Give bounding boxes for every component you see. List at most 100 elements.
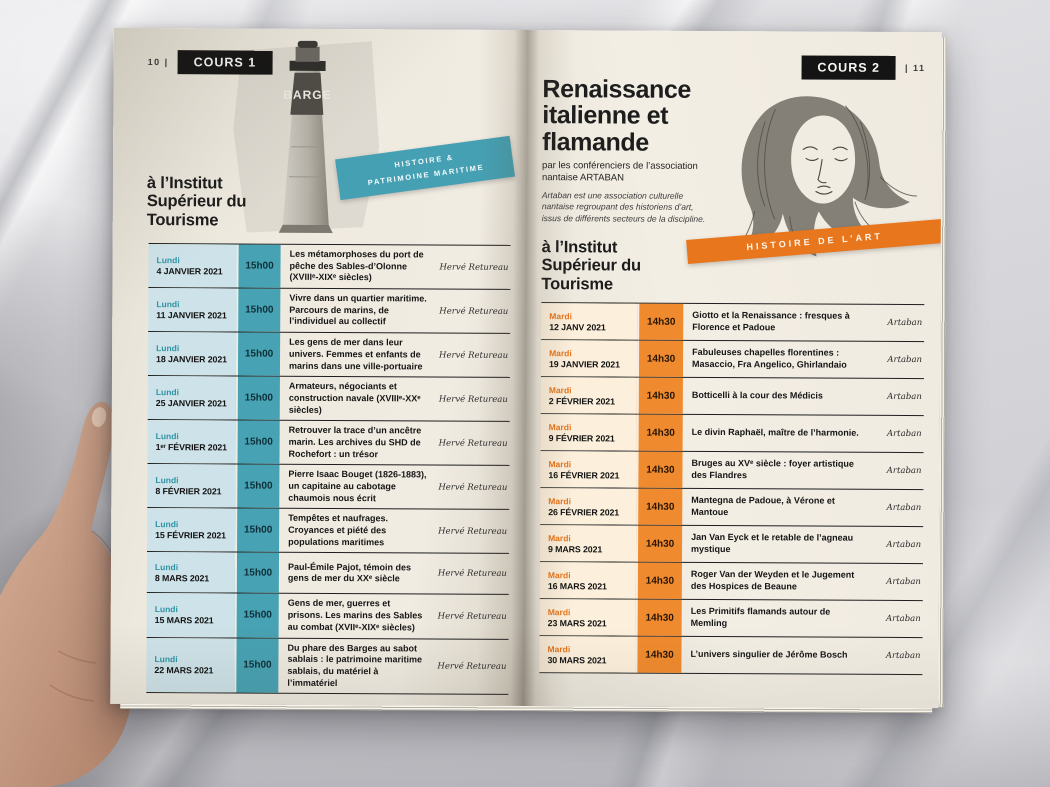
right-page-header: COURS 2 | 11 [801,55,926,80]
schedule-right: Mardi 12 JANV 2021 14h30 Giotto et la Re… [539,302,925,676]
lecture-title: Les gens de mer dans leur univers. Femme… [288,336,423,371]
course-2-subtitle: par les conférenciers de l’association n… [541,160,698,184]
day-label: Mardi [548,421,572,432]
lecture-title: Roger Van der Weyden et le Jugement des … [690,569,855,592]
date-label: 4 JANVIER 2021 [156,266,223,277]
time-label: 15h00 [235,376,280,420]
speaker-label: Hervé Retureau [438,482,508,493]
date-label: 15 FÉVRIER 2021 [155,530,227,541]
date-label: 8 MARS 2021 [154,572,210,584]
schedule-row: Lundi 1ᵉʳ FÉVRIER 2021 15h00 Retrouver l… [147,420,510,467]
speaker-label: Artaban [886,428,922,440]
lecture-title: Tempêtes et naufrages. Croyances et piét… [288,513,389,548]
time-label: 14h30 [635,562,682,599]
schedule-row: Lundi 11 JANVIER 2021 15h00 Vivre dans u… [148,288,511,335]
schedule-row: Mardi 26 FÉVRIER 2021 14h30 Mantegna de … [540,488,924,528]
schedule-row: Mardi 30 MARS 2021 14h30 L’univers singu… [539,636,923,676]
lecture-title: Giotto et la Renaissance : fresques à Fl… [692,310,850,333]
day-label: Lundi [154,604,178,615]
date-cell: Lundi 25 JANVIER 2021 [147,376,236,420]
course-2-title: Renaissance italienne et flamande [542,75,692,157]
date-cell: Lundi 15 FÉVRIER 2021 [147,508,236,552]
day-label: Mardi [549,347,572,358]
date-cell: Lundi 15 MARS 2021 [146,593,235,637]
date-cell: Lundi 1ᵉʳ FÉVRIER 2021 [147,420,236,464]
date-cell: Mardi 16 MARS 2021 [539,562,636,599]
date-cell: Mardi 30 MARS 2021 [539,636,636,673]
lecture-title: Armateurs, négociants et construction na… [288,380,421,415]
day-label: Mardi [548,384,572,395]
day-label: Mardi [547,606,571,617]
date-label: 16 FÉVRIER 2021 [548,469,620,480]
date-label: 15 MARS 2021 [154,615,214,626]
date-label: 19 JANVIER 2021 [548,358,620,369]
date-cell: Mardi 12 JANV 2021 [541,303,638,340]
time-label: 15h00 [234,637,279,693]
date-cell: Mardi 26 FÉVRIER 2021 [540,488,637,525]
day-label: Mardi [547,643,571,654]
time-label: 15h00 [234,552,280,594]
date-cell: Lundi 11 JANVIER 2021 [148,288,237,332]
speaker-label: Artaban [886,539,922,551]
date-cell: Mardi 16 FÉVRIER 2021 [540,451,637,488]
day-label: Lundi [156,343,180,354]
date-label: 8 FÉVRIER 2021 [155,486,222,497]
time-label: 14h30 [635,636,682,673]
lecture-title: Vivre dans un quartier maritime. Parcour… [289,292,427,327]
time-label: 15h00 [235,332,281,376]
date-label: 1ᵉʳ FÉVRIER 2021 [155,442,228,453]
date-label: 16 MARS 2021 [547,580,607,591]
time-label: 14h30 [635,525,683,562]
day-label: Mardi [549,310,572,321]
date-label: 22 MARS 2021 [154,665,214,676]
lecture-title: Pierre Isaac Bouget (1826-1883), un capi… [288,469,427,503]
page-right: COURS 2 | 11 Renaissance italienne et fl… [524,30,942,709]
schedule-row: Mardi 2 FÉVRIER 2021 14h30 Botticelli à … [540,377,924,417]
time-label: 15h00 [234,593,279,638]
time-label: 15h00 [236,288,281,332]
date-cell: Lundi 22 MARS 2021 [146,637,235,693]
date-cell: Lundi 8 FÉVRIER 2021 [147,464,236,508]
date-label: 9 MARS 2021 [548,543,603,554]
lecture-title: Fabuleuses chapelles florentines : Masac… [691,347,847,370]
date-label: 2 FÉVRIER 2021 [548,395,615,406]
time-label: 15h00 [235,508,280,553]
date-cell: Mardi 19 JANVIER 2021 [540,340,638,377]
schedule-row: Mardi 16 MARS 2021 14h30 Roger Van der W… [539,562,923,602]
speaker-label: Artaban [887,391,922,403]
date-label: 30 MARS 2021 [547,654,607,665]
schedule-row: Lundi 4 JANVIER 2021 15h00 Les métamorph… [148,244,511,290]
lecture-title: Les métamorphoses du port de pêche des S… [289,248,424,283]
day-label: Mardi [548,495,572,506]
schedule-row: Lundi 15 MARS 2021 15h00 Gens de mer, gu… [146,593,509,640]
lecture-title: Les Primitifs flamands autour de Memling [690,606,831,629]
schedule-row: Lundi 18 JANVIER 2021 15h00 Les gens de … [147,332,511,379]
page-left: 10 | COURS 1 BARGE HI [110,27,528,706]
speaker-label: Hervé Retureau [438,394,508,405]
speaker-label: Artaban [886,576,921,588]
day-label: Lundi [155,431,179,442]
course-2-tag: COURS 2 [801,55,897,80]
schedule-row: Mardi 16 FÉVRIER 2021 14h30 Bruges au XV… [540,451,924,491]
day-label: Lundi [155,475,179,486]
speaker-label: Artaban [887,317,923,329]
day-label: Mardi [547,569,571,580]
schedule-left: Lundi 4 JANVIER 2021 15h00 Les métamorph… [146,243,511,696]
date-label: 26 FÉVRIER 2021 [548,506,620,517]
speaker-label: Artaban [886,502,922,514]
schedule-row: Mardi 23 MARS 2021 14h30 Les Primitifs f… [539,599,923,639]
day-label: Mardi [548,532,571,543]
time-label: 14h30 [637,303,684,340]
schedule-row: Lundi 8 FÉVRIER 2021 15h00 Pierre Isaac … [147,464,510,511]
venue-left: à l’Institut Supérieur du Tourisme [146,174,247,230]
speaker-label: Hervé Retureau [439,306,509,317]
date-cell: Mardi 9 MARS 2021 [539,525,637,562]
schedule-row: Lundi 22 MARS 2021 15h00 Du phare des Ba… [146,637,509,696]
lighthouse-text: BARGE [283,88,331,102]
lecture-title: Gens de mer, guerres et prisons. Les mar… [287,598,423,633]
time-label: 14h30 [636,377,683,414]
day-label: Lundi [156,299,180,310]
speaker-label: Hervé Retureau [437,568,507,580]
lecture-title: L’univers singulier de Jérôme Bosch [690,649,848,660]
speaker-label: Hervé Retureau [438,438,508,449]
